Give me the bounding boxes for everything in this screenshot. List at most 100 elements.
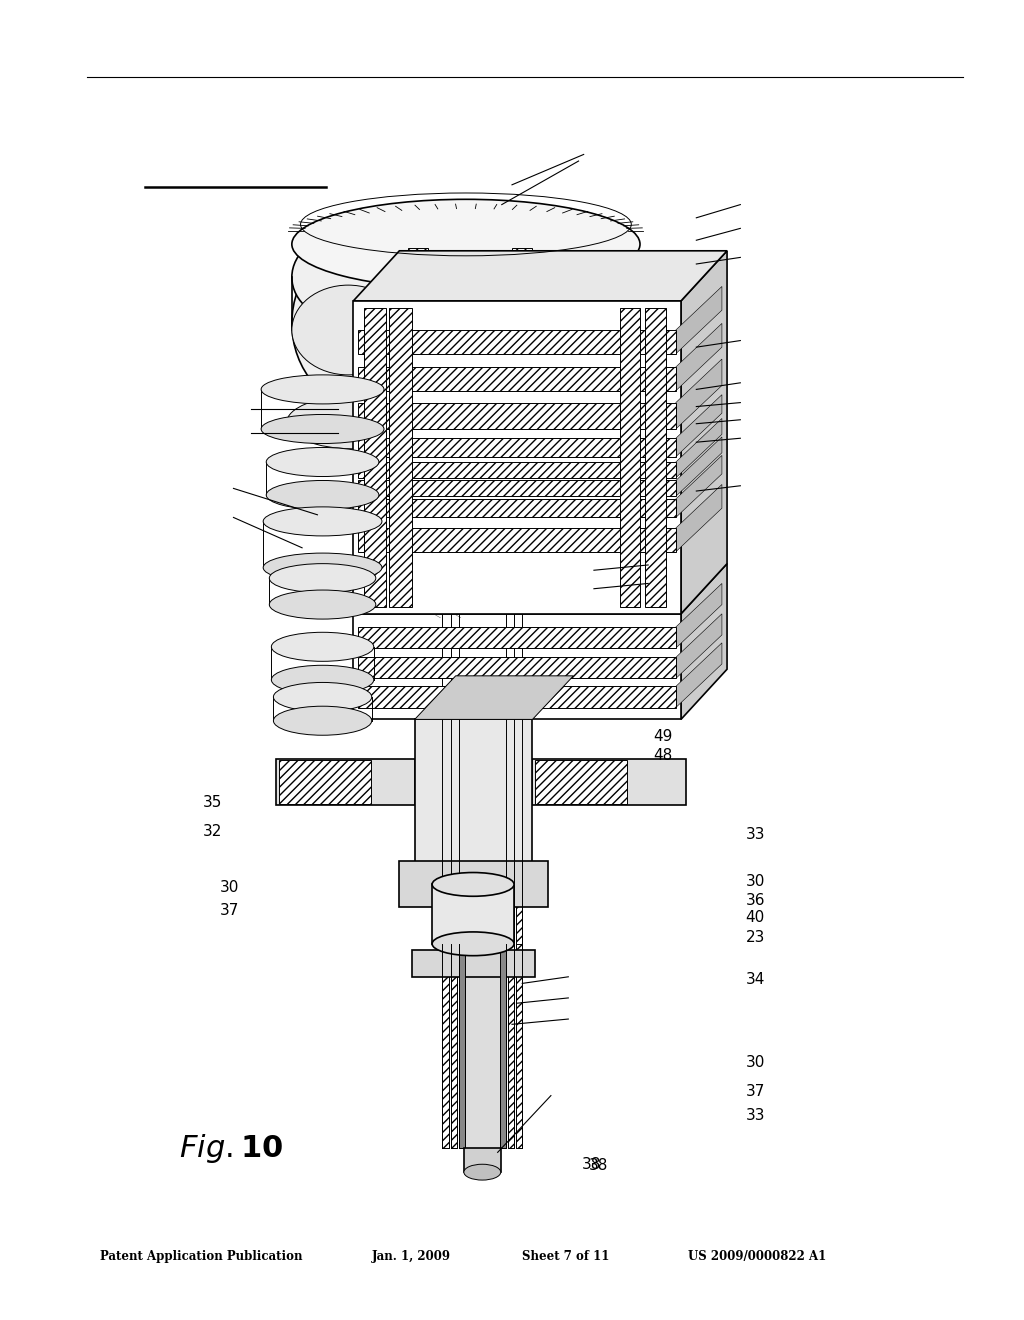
Polygon shape [681, 564, 727, 719]
Bar [415, 719, 532, 884]
Ellipse shape [432, 932, 514, 956]
Bar [389, 308, 412, 607]
Bar [620, 308, 640, 607]
Text: $\it{Fig.}$$\bf{10}$: $\it{Fig.}$$\bf{10}$ [179, 1133, 284, 1166]
Polygon shape [676, 484, 722, 552]
Bar [358, 330, 676, 354]
Ellipse shape [269, 564, 376, 593]
Polygon shape [676, 418, 722, 478]
Bar [353, 614, 681, 719]
Bar [358, 367, 676, 391]
Text: 40: 40 [745, 909, 765, 925]
Polygon shape [676, 437, 722, 496]
Bar [506, 244, 508, 1148]
Text: 37: 37 [745, 1084, 765, 1100]
Bar [451, 944, 457, 1148]
Ellipse shape [271, 665, 374, 694]
Bar [358, 686, 676, 708]
Polygon shape [353, 251, 727, 301]
Ellipse shape [317, 271, 420, 376]
Bar [514, 244, 516, 1148]
Bar [358, 528, 676, 552]
Bar [408, 248, 532, 301]
Bar [442, 244, 449, 1148]
Bar [353, 301, 681, 614]
Ellipse shape [273, 706, 372, 735]
Text: Jan. 1, 2009: Jan. 1, 2009 [372, 1250, 451, 1263]
Text: 33: 33 [745, 826, 765, 842]
Text: 37: 37 [220, 903, 240, 919]
Text: 32: 32 [203, 824, 222, 840]
Bar [451, 244, 457, 1148]
Bar [358, 657, 676, 678]
Polygon shape [676, 614, 722, 678]
Bar [512, 248, 532, 301]
Text: Patent Application Publication: Patent Application Publication [100, 1250, 303, 1263]
Ellipse shape [273, 682, 372, 711]
Text: 49: 49 [653, 729, 673, 744]
Bar [516, 944, 522, 1148]
Bar [459, 244, 465, 1148]
Ellipse shape [292, 285, 404, 375]
Polygon shape [681, 251, 727, 614]
Bar [516, 244, 522, 1148]
Bar [500, 944, 506, 1148]
Text: 50: 50 [573, 293, 593, 309]
Ellipse shape [287, 396, 420, 449]
Ellipse shape [266, 480, 379, 510]
Bar [279, 760, 371, 804]
Ellipse shape [292, 199, 640, 289]
Polygon shape [676, 359, 722, 429]
Text: 40: 40 [573, 314, 593, 330]
Bar [449, 244, 451, 1148]
Bar [535, 760, 627, 804]
Text: 30: 30 [745, 1055, 765, 1071]
Bar [412, 950, 535, 977]
Bar [459, 944, 465, 1148]
Ellipse shape [271, 632, 374, 661]
Text: US 2009/0000822 A1: US 2009/0000822 A1 [688, 1250, 826, 1263]
Ellipse shape [269, 590, 376, 619]
Ellipse shape [464, 1164, 501, 1180]
Ellipse shape [261, 414, 384, 444]
Bar [358, 480, 676, 496]
Ellipse shape [263, 553, 382, 582]
Bar [364, 308, 386, 607]
Bar [358, 438, 676, 457]
Text: 23: 23 [745, 929, 765, 945]
Text: 30: 30 [745, 874, 765, 890]
Ellipse shape [261, 375, 384, 404]
Ellipse shape [292, 232, 404, 322]
Polygon shape [676, 286, 722, 354]
Bar [500, 944, 506, 1148]
Text: 38: 38 [589, 1158, 608, 1173]
Polygon shape [276, 759, 415, 805]
Bar [358, 462, 676, 478]
Ellipse shape [266, 447, 379, 477]
Text: 35: 35 [203, 795, 222, 810]
Bar [645, 308, 666, 607]
Text: Sheet 7 of 11: Sheet 7 of 11 [522, 1250, 609, 1263]
Bar [457, 244, 459, 1148]
Bar [508, 244, 514, 1148]
Bar [432, 884, 514, 944]
Bar [442, 944, 449, 1148]
Polygon shape [676, 455, 722, 517]
Text: 39: 39 [556, 216, 575, 232]
Ellipse shape [432, 873, 514, 896]
Bar [500, 244, 506, 1148]
Text: 38: 38 [582, 1156, 601, 1172]
Polygon shape [676, 323, 722, 391]
Bar [508, 944, 514, 1148]
Polygon shape [415, 676, 573, 719]
Bar [459, 944, 465, 1148]
Polygon shape [676, 583, 722, 648]
Polygon shape [676, 643, 722, 708]
Ellipse shape [263, 507, 382, 536]
Polygon shape [676, 395, 722, 457]
Bar [465, 244, 500, 1148]
Text: 34: 34 [745, 972, 765, 987]
Bar [464, 1148, 501, 1172]
Text: 48: 48 [653, 747, 673, 763]
Text: 33: 33 [745, 1107, 765, 1123]
